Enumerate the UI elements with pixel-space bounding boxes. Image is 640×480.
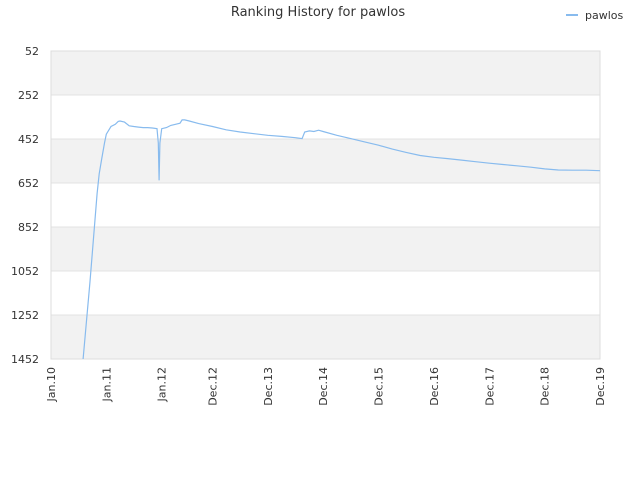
series-line-pawlos [82, 119, 600, 359]
plot-band [51, 315, 600, 359]
x-tick-label: Dec.19 [594, 367, 607, 406]
series-layer [82, 119, 600, 359]
y-tick-label: 452 [18, 133, 39, 146]
x-tick-label: Jan.12 [156, 367, 169, 402]
plot-band [51, 139, 600, 183]
y-tick-label: 1452 [11, 353, 39, 366]
x-tick-label: Dec.15 [372, 367, 385, 406]
y-tick-label: 652 [18, 177, 39, 190]
y-tick-label: 1052 [11, 265, 39, 278]
x-tick-label: Dec.18 [539, 367, 552, 406]
legend: pawlos [566, 9, 624, 22]
x-tick-label: Dec.17 [483, 367, 496, 406]
x-tick-label: Jan.11 [100, 367, 113, 402]
plot-band [51, 227, 600, 271]
x-tick-label: Dec.12 [206, 367, 219, 406]
y-tick-label: 52 [25, 45, 39, 58]
y-tick-label: 852 [18, 221, 39, 234]
y-tick-label: 252 [18, 89, 39, 102]
plot-band [51, 51, 600, 95]
x-tick-label: Dec.13 [262, 367, 275, 406]
plot-band [51, 183, 600, 227]
legend-label: pawlos [585, 9, 624, 22]
plot-area [50, 50, 601, 360]
y-tick-label: 1252 [11, 309, 39, 322]
y-axis-ticks: 52 252 452 652 852 1052 1252 1452 [11, 45, 39, 366]
x-tick-label: Jan.10 [45, 367, 58, 402]
x-tick-label: Dec.16 [428, 367, 441, 406]
plot-band [51, 271, 600, 315]
chart-title: Ranking History for pawlos [231, 5, 406, 20]
plot-bands [51, 51, 600, 359]
x-tick-label: Dec.14 [317, 367, 330, 406]
x-axis-ticks: Jan.10 Jan.11 Jan.12 Dec.12 Dec.13 Dec.14 Dec.… [45, 367, 607, 406]
